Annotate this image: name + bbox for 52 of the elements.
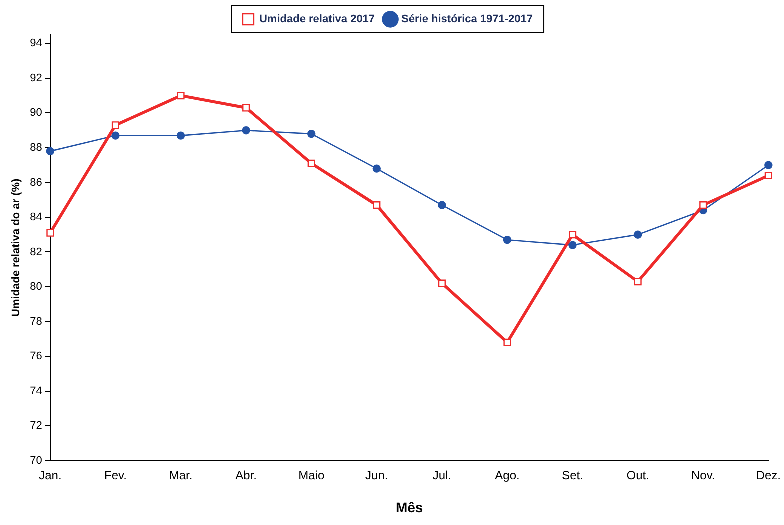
x-tick-label: Jan.: [39, 468, 62, 482]
point: [764, 172, 772, 180]
point: [438, 280, 446, 288]
y-tick-label: 72: [30, 420, 42, 432]
point: [764, 161, 773, 170]
x-tick-label: Maio: [298, 468, 325, 482]
x-tick-label: Mar.: [169, 468, 193, 482]
point: [568, 241, 577, 250]
point: [503, 236, 512, 244]
y-tick-label: 70: [30, 454, 42, 467]
y-tick-label: 74: [30, 385, 42, 398]
legend-label: Série histórica 1971-2017: [402, 14, 534, 26]
point: [569, 231, 577, 239]
x-tick-label: Fev.: [104, 468, 127, 482]
y-tick-label: 90: [30, 107, 42, 120]
point: [177, 92, 185, 100]
point: [438, 201, 446, 210]
y-tick-label: 82: [30, 246, 42, 258]
point: [308, 160, 316, 168]
y-tick-label: 86: [30, 176, 42, 189]
point: [634, 278, 642, 286]
y-tick-label: 94: [30, 38, 42, 50]
x-tick-label: Jul.: [432, 468, 452, 482]
point: [242, 126, 250, 135]
point: [372, 164, 382, 173]
point: [176, 132, 186, 140]
point: [308, 130, 316, 138]
point: [700, 202, 708, 210]
point: [112, 132, 120, 140]
x-tick-label: Ago.: [495, 468, 520, 482]
point: [504, 338, 512, 346]
y-tick-label: 80: [30, 281, 42, 294]
x-tick-label: Set.: [562, 468, 584, 482]
x-tick-label: Dez.: [756, 468, 782, 482]
x-tick-label: Abr.: [236, 468, 257, 482]
y-tick-label: 78: [30, 316, 42, 328]
point: [112, 122, 120, 130]
point: [373, 202, 381, 210]
y-tick-label: 76: [30, 350, 42, 363]
y-axis-title: Umidade relativa do ar (%): [10, 178, 23, 317]
x-tick-label: Out.: [626, 468, 650, 482]
point: [46, 229, 54, 237]
y-tick-label: 84: [30, 212, 42, 224]
legend-label: Umidade relativa 2017: [259, 14, 376, 26]
point: [46, 147, 55, 156]
x-tick-label: Jun.: [366, 468, 388, 482]
y-tick-label: 92: [30, 72, 42, 84]
x-axis-title: Mês: [396, 499, 424, 516]
point: [242, 104, 250, 112]
y-tick-label: 88: [30, 142, 42, 154]
x-tick-label: Nov.: [691, 468, 716, 482]
point: [634, 230, 642, 239]
